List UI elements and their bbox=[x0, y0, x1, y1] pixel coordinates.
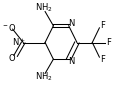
Text: F: F bbox=[106, 38, 111, 47]
Text: F: F bbox=[100, 21, 105, 30]
Text: N: N bbox=[69, 57, 75, 66]
Text: $^-$O: $^-$O bbox=[1, 22, 16, 33]
Text: N$^+$: N$^+$ bbox=[12, 37, 26, 48]
Text: NH$_2$: NH$_2$ bbox=[35, 2, 52, 14]
Text: O: O bbox=[8, 54, 15, 63]
Text: F: F bbox=[100, 55, 105, 64]
Text: NH$_2$: NH$_2$ bbox=[35, 71, 52, 83]
Text: N: N bbox=[69, 19, 75, 28]
